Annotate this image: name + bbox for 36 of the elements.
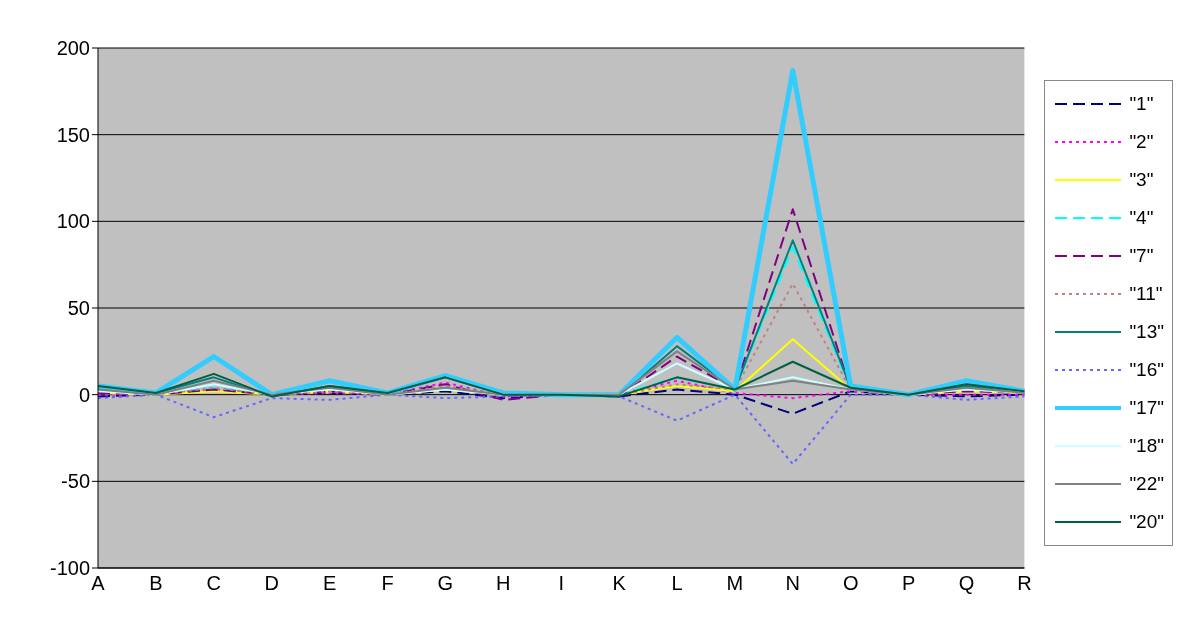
- x-tick-label: K: [612, 572, 627, 595]
- x-tick-label: G: [437, 572, 454, 595]
- x-tick-label: E: [322, 572, 337, 595]
- x-tick-label: B: [149, 572, 163, 595]
- legend-label: "7": [1129, 245, 1154, 267]
- legend-label: "13": [1129, 321, 1164, 343]
- legend-label: "1": [1129, 93, 1154, 115]
- legend-label: "22": [1129, 473, 1164, 495]
- x-tick-label: H: [496, 572, 511, 595]
- x-tick-label: L: [671, 572, 683, 595]
- legend-label: "3": [1129, 169, 1154, 191]
- legend-label: "18": [1129, 435, 1164, 457]
- x-tick-label: D: [264, 572, 279, 595]
- y-tick-label: 0: [78, 383, 90, 406]
- x-tick-label: F: [381, 572, 394, 595]
- x-tick-label: I: [558, 572, 564, 595]
- y-tick-label: 200: [56, 37, 90, 60]
- legend-label: "2": [1129, 131, 1154, 153]
- legend-label: "11": [1129, 283, 1163, 305]
- y-tick-label: -100: [49, 557, 90, 580]
- legend-label: "4": [1129, 207, 1154, 229]
- x-tick-label: O: [842, 572, 859, 595]
- y-tick-label: 50: [67, 297, 90, 320]
- x-tick-label: M: [726, 572, 744, 595]
- x-tick-label: R: [1017, 572, 1032, 595]
- legend-label: "16": [1129, 359, 1164, 381]
- y-tick-label: 150: [56, 123, 90, 146]
- y-tick-label: -50: [61, 470, 90, 493]
- legend-label: "20": [1129, 511, 1164, 533]
- x-tick-label: N: [785, 572, 801, 595]
- legend-label: "17": [1129, 397, 1164, 419]
- x-tick-label: A: [91, 572, 106, 595]
- x-tick-label: C: [206, 572, 222, 595]
- x-tick-label: P: [901, 572, 916, 595]
- y-tick-label: 100: [56, 210, 90, 233]
- x-tick-label: Q: [958, 572, 975, 595]
